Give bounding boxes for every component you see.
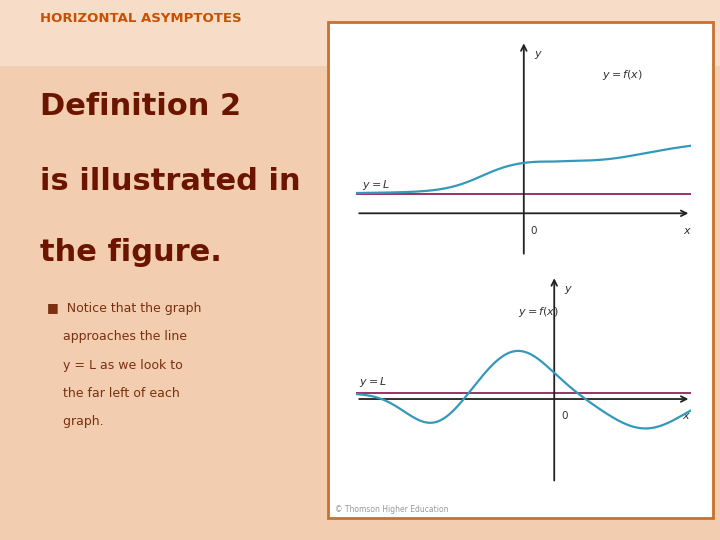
Text: $y = f(x)$: $y = f(x)$ — [518, 305, 559, 319]
Text: the figure.: the figure. — [40, 238, 222, 267]
Bar — [0, 0, 720, 65]
Text: $y = f(x)$: $y = f(x)$ — [602, 68, 643, 82]
Text: HORIZONTAL ASYMPTOTES: HORIZONTAL ASYMPTOTES — [40, 12, 241, 25]
Text: the far left of each: the far left of each — [47, 387, 179, 400]
Text: 0: 0 — [561, 411, 567, 422]
Text: ■  Notice that the graph: ■ Notice that the graph — [47, 302, 201, 315]
Text: y = L as we look to: y = L as we look to — [47, 359, 183, 372]
Text: x: x — [684, 226, 690, 237]
Text: Definition 2: Definition 2 — [40, 92, 240, 121]
Text: y: y — [564, 284, 571, 294]
Text: $y = L$: $y = L$ — [362, 178, 390, 192]
Text: 0: 0 — [531, 226, 537, 237]
Text: x: x — [682, 411, 688, 422]
Text: y: y — [534, 49, 541, 59]
Text: graph.: graph. — [47, 415, 104, 428]
Text: $y = L$: $y = L$ — [359, 375, 387, 389]
Text: © Thomson Higher Education: © Thomson Higher Education — [335, 505, 449, 514]
FancyBboxPatch shape — [328, 22, 713, 518]
Text: approaches the line: approaches the line — [47, 330, 186, 343]
Text: is illustrated in: is illustrated in — [40, 167, 300, 197]
